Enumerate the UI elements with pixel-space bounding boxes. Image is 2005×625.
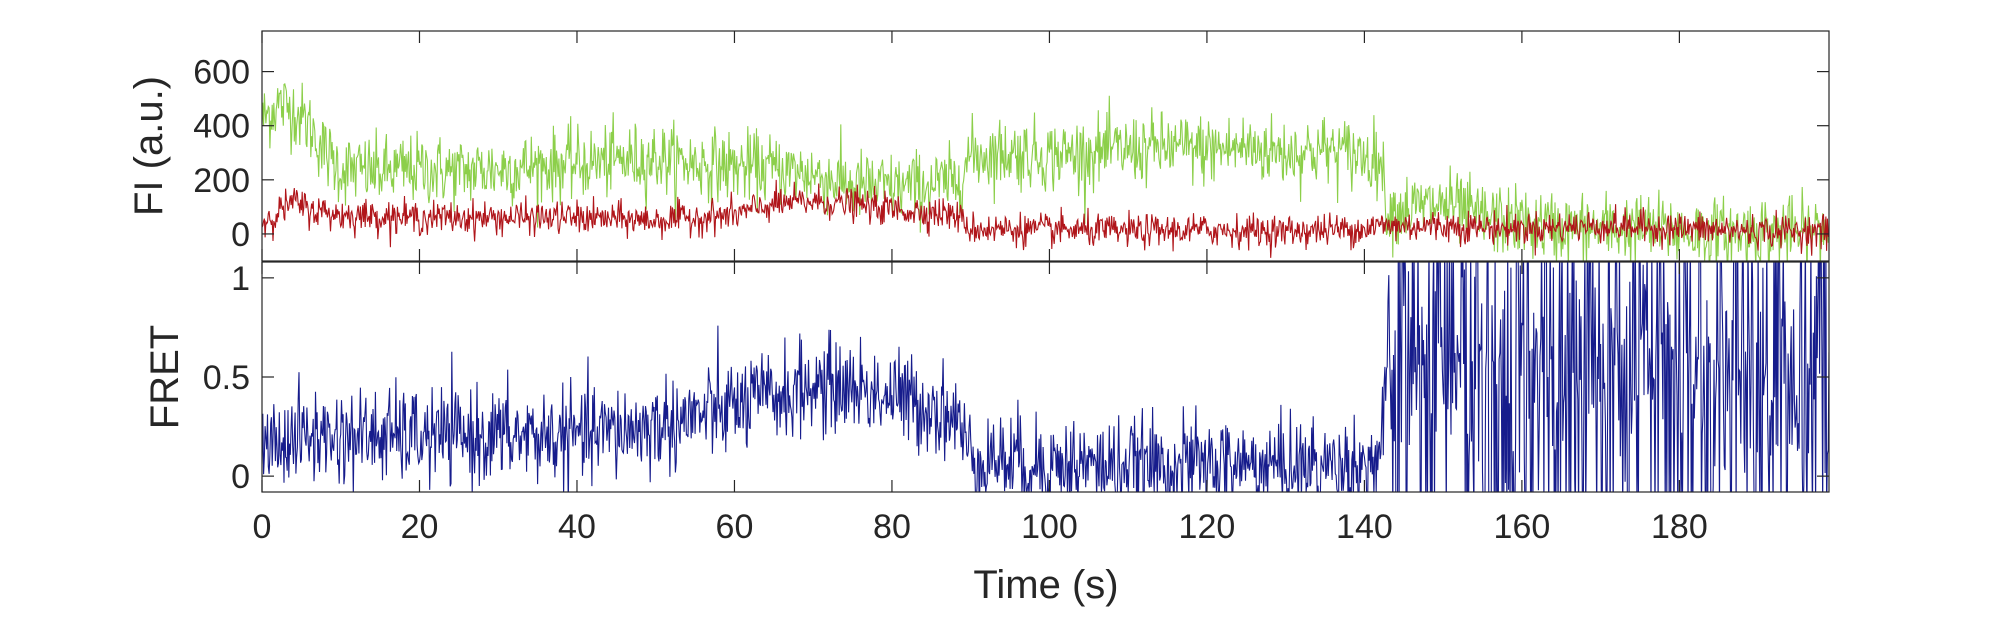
fret-panel: 00.51 0 20 40 60 80 100 120 140 160 180 FRET Time… — [143, 260, 1830, 607]
fluorescence-panel: 0 200 400 600 FI (a.u.) — [127, 30, 1830, 262]
time-x-tick-label: 60 — [716, 508, 754, 546]
fret-y-tick-label: 0 — [231, 458, 250, 496]
time-x-tick-label: 20 — [401, 508, 439, 546]
time-x-tick-label: 40 — [558, 508, 596, 546]
fret-y-tick-label: 0.5 — [203, 359, 250, 397]
fret-y-tick-label: 1 — [231, 260, 250, 298]
fret-series-line-0 — [262, 262, 1829, 492]
fi-y-tick-label: 600 — [193, 54, 250, 92]
fluorescence-y-ticks: 0 200 400 600 — [193, 54, 1829, 254]
time-x-tick-label: 180 — [1651, 508, 1708, 546]
time-x-tick-label: 160 — [1494, 508, 1551, 546]
fret-x-ticks: 0 20 40 60 80 100 120 140 160 180 — [253, 262, 1708, 546]
fret-traces — [262, 262, 1829, 492]
fi-series-line-0 — [262, 82, 1829, 261]
fret-y-axis-label: FRET — [143, 325, 187, 429]
fi-series-line-1 — [262, 179, 1829, 258]
fluorescence-axes-box — [261, 30, 1830, 262]
time-x-axis-label: Time (s) — [973, 563, 1118, 607]
time-x-tick-label: 120 — [1179, 508, 1236, 546]
time-x-tick-label: 140 — [1336, 508, 1393, 546]
fi-y-tick-label: 200 — [193, 162, 250, 200]
time-x-tick-label: 100 — [1021, 508, 1078, 546]
fluorescence-traces — [262, 82, 1829, 261]
fi-y-tick-label: 0 — [231, 216, 250, 254]
time-x-tick-label: 80 — [873, 508, 911, 546]
fret-y-ticks: 00.51 — [203, 260, 1829, 496]
fluorescence-x-ticks — [261, 31, 1680, 261]
time-x-tick-label: 0 — [253, 508, 272, 546]
fi-y-tick-label: 400 — [193, 108, 250, 146]
fluorescence-y-axis-label: FI (a.u.) — [127, 76, 171, 216]
